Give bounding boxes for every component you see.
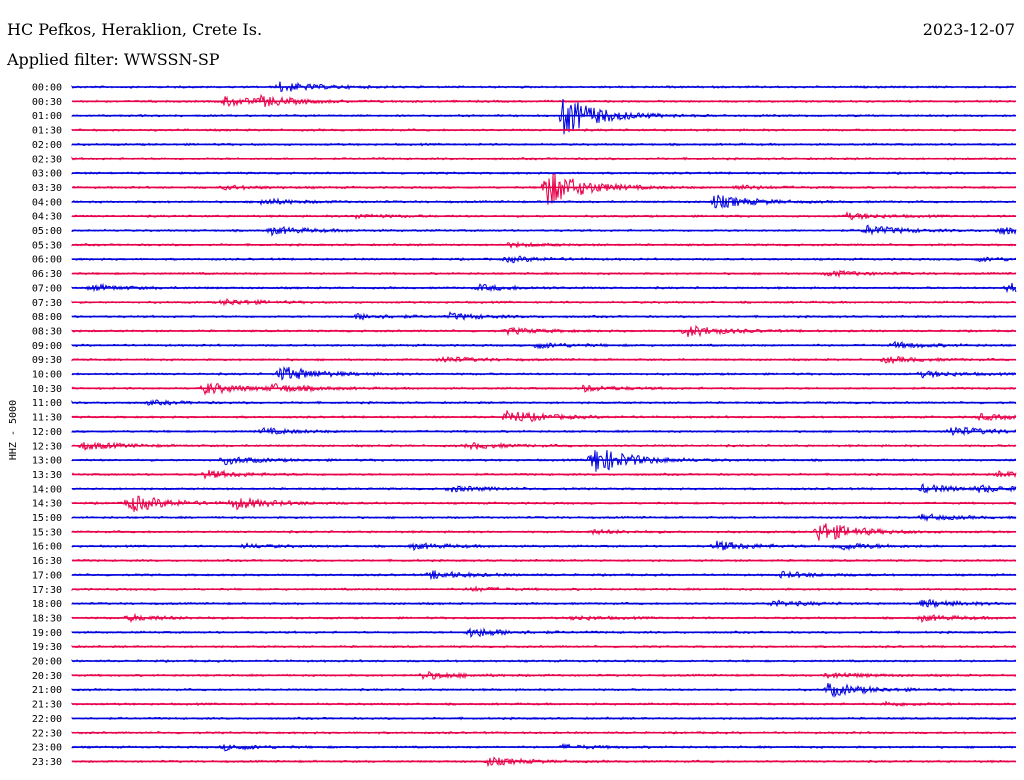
time-tick-label: 20:00	[32, 657, 62, 668]
time-tick-label: 03:00	[32, 169, 62, 180]
time-tick-label: 21:30	[32, 700, 62, 711]
time-tick-label: 11:00	[32, 398, 62, 409]
time-tick-label: 22:00	[32, 714, 62, 725]
time-tick-label: 12:00	[32, 427, 62, 438]
time-tick-label: 18:30	[32, 613, 62, 624]
trace-rows: 00:00 00:30 01:00 01:30 02:00 02:30 03:00 03:30…	[32, 81, 1017, 768]
time-tick-label: 08:00	[32, 312, 62, 323]
station-title: HC Pefkos, Heraklion, Crete Is.	[7, 20, 263, 39]
time-tick-label: 21:00	[32, 685, 62, 696]
time-tick-label: 14:30	[32, 499, 62, 510]
time-tick-label: 20:30	[32, 671, 62, 682]
time-tick-label: 02:00	[32, 140, 62, 151]
time-tick-label: 14:00	[32, 484, 62, 495]
time-tick-label: 13:30	[32, 470, 62, 481]
time-tick-label: 06:00	[32, 255, 62, 266]
time-tick-label: 16:30	[32, 556, 62, 567]
channel-label: HHZ - 5000	[8, 400, 19, 460]
time-tick-label: 16:00	[32, 542, 62, 553]
time-tick-label: 10:30	[32, 384, 62, 395]
time-tick-label: 05:00	[32, 226, 62, 237]
time-tick-label: 12:30	[32, 441, 62, 452]
time-tick-label: 03:30	[32, 183, 62, 194]
trace-line	[71, 495, 1017, 512]
time-tick-label: 17:30	[32, 585, 62, 596]
trace-line	[71, 450, 1017, 472]
time-tick-label: 15:00	[32, 513, 62, 524]
record-date: 2023-12-07	[922, 20, 1015, 39]
time-tick-label: 11:30	[32, 413, 62, 424]
time-tick-label: 09:00	[32, 341, 62, 352]
time-tick-label: 19:30	[32, 642, 62, 653]
time-tick-label: 04:30	[32, 212, 62, 223]
time-tick-label: 18:00	[32, 599, 62, 610]
time-tick-label: 07:30	[32, 298, 62, 309]
time-tick-label: 15:30	[32, 527, 62, 538]
time-tick-label: 06:30	[32, 269, 62, 280]
trace-line	[71, 173, 1017, 205]
time-tick-label: 07:00	[32, 283, 62, 294]
time-tick-label: 05:30	[32, 240, 62, 251]
time-tick-label: 22:30	[32, 728, 62, 739]
time-tick-label: 00:30	[32, 97, 62, 108]
time-tick-label: 01:00	[32, 111, 62, 122]
time-tick-label: 17:00	[32, 570, 62, 581]
time-tick-label: 09:30	[32, 355, 62, 366]
time-tick-label: 19:00	[32, 628, 62, 639]
trace-line	[71, 99, 1017, 135]
filter-label: Applied filter: WWSSN-SP	[7, 50, 220, 69]
time-tick-label: 13:00	[32, 456, 62, 467]
trace-line	[71, 410, 1017, 423]
time-tick-label: 23:00	[32, 743, 62, 754]
time-tick-label: 01:30	[32, 126, 62, 137]
time-tick-label: 02:30	[32, 154, 62, 165]
time-tick-label: 00:00	[32, 83, 62, 94]
time-tick-label: 23:30	[32, 757, 62, 768]
time-tick-label: 04:00	[32, 197, 62, 208]
time-tick-label: 10:00	[32, 370, 62, 381]
time-tick-label: 08:30	[32, 326, 62, 337]
